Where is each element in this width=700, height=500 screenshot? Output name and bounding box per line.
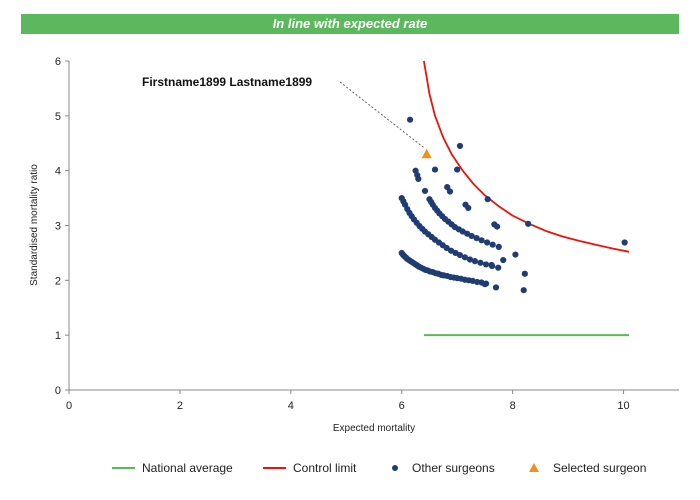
legend-other-surgeons: Other surgeons bbox=[392, 461, 495, 475]
other-surgeon-point bbox=[481, 281, 489, 288]
legend: National average Control limit Other surge… bbox=[112, 461, 646, 475]
other-surgeon-point bbox=[494, 223, 501, 230]
y-tick-label: 0 bbox=[55, 385, 61, 397]
other-surgeon-point bbox=[406, 116, 414, 123]
other-surgeon-point bbox=[443, 244, 450, 252]
other-surgeon-point bbox=[456, 142, 464, 150]
y-axis-label: Standardised mortality ratio bbox=[29, 164, 40, 286]
other-surgeon-point bbox=[431, 166, 439, 173]
y-tick-label: 6 bbox=[55, 56, 61, 68]
y-tick-label: 3 bbox=[55, 221, 61, 233]
other-surgeon-point bbox=[478, 237, 485, 244]
y-tick-label: 5 bbox=[55, 111, 61, 123]
annotation-leader-line bbox=[339, 81, 425, 149]
other-surgeon-point bbox=[465, 204, 472, 212]
other-surgeon-point bbox=[456, 252, 464, 259]
other-surgeon-point bbox=[471, 258, 479, 265]
y-tick-label: 2 bbox=[55, 275, 61, 287]
other-surgeon-point bbox=[500, 256, 507, 264]
other-surgeon-point bbox=[454, 166, 461, 173]
y-axis: 0 1 2 3 4 5 6 bbox=[55, 56, 70, 397]
legend-dot-swatch bbox=[392, 465, 398, 471]
other-surgeon-point bbox=[512, 251, 519, 258]
other-surgeon-point bbox=[488, 261, 495, 269]
other-surgeon-point bbox=[477, 259, 484, 266]
legend-triangle-swatch bbox=[529, 463, 539, 472]
legend-control-limit: Control limit bbox=[263, 461, 357, 475]
legend-label: Control limit bbox=[293, 461, 357, 475]
selected-surgeon-annotation: Firstname1899 Lastname1899 bbox=[142, 75, 312, 89]
x-tick-label: 4 bbox=[288, 400, 294, 412]
other-surgeon-point bbox=[525, 220, 532, 227]
legend-label: Other surgeons bbox=[412, 461, 495, 475]
other-surgeon-point bbox=[495, 264, 502, 271]
x-tick-label: 2 bbox=[177, 400, 183, 412]
other-surgeon-point bbox=[473, 235, 480, 242]
other-surgeon-point bbox=[484, 196, 491, 203]
other-surgeon-point bbox=[446, 188, 454, 195]
legend-national-average: National average bbox=[112, 461, 233, 475]
selected-surgeon-point bbox=[421, 148, 432, 159]
x-tick-label: 10 bbox=[617, 400, 629, 412]
x-tick-label: 6 bbox=[399, 400, 405, 412]
chart-title-banner: In line with expected rate bbox=[21, 14, 679, 34]
other-surgeon-point bbox=[461, 254, 469, 261]
legend-selected-surgeon: Selected surgeon bbox=[529, 461, 646, 475]
control-limit-line bbox=[423, 60, 630, 253]
other-surgeon-point bbox=[482, 261, 490, 268]
other-surgeon-point bbox=[466, 256, 474, 263]
other-surgeon-point bbox=[421, 187, 429, 195]
y-tick-label: 1 bbox=[55, 330, 61, 342]
legend-label: National average bbox=[142, 461, 233, 475]
other-surgeon-point bbox=[489, 241, 496, 248]
other-surgeon-point bbox=[484, 239, 491, 246]
other-surgeon-point bbox=[492, 284, 500, 291]
other-surgeon-point bbox=[621, 239, 628, 246]
y-tick-label: 4 bbox=[55, 166, 61, 178]
other-surgeon-point bbox=[415, 175, 422, 182]
x-axis-label: Expected mortality bbox=[333, 423, 415, 434]
other-surgeon-point bbox=[495, 243, 502, 250]
other-surgeon-point bbox=[468, 232, 475, 240]
other-surgeon-point bbox=[521, 270, 528, 277]
x-tick-label: 0 bbox=[66, 400, 72, 412]
legend-label: Selected surgeon bbox=[553, 461, 646, 475]
other-surgeon-point bbox=[520, 287, 527, 294]
x-tick-label: 8 bbox=[510, 400, 516, 412]
x-axis: 0 2 4 6 8 10 bbox=[66, 389, 679, 412]
